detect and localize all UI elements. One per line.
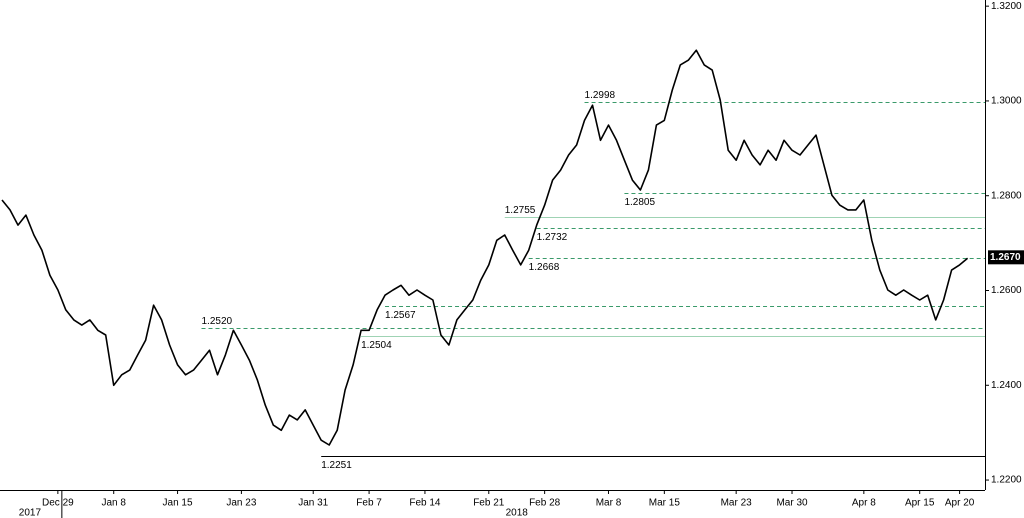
x-tick-label: Feb 7 [356, 498, 382, 509]
y-tick-label: 1.3000 [991, 96, 1022, 107]
level-label: 1.2251 [321, 460, 352, 471]
y-tick-label: 1.2400 [991, 380, 1022, 391]
level-label: 1.2732 [537, 232, 568, 243]
x-group-label: 2017 [19, 508, 42, 518]
level-label: 1.2504 [361, 340, 392, 351]
y-tick-label: 1.2600 [991, 285, 1022, 296]
level-label: 1.2998 [585, 90, 616, 101]
y-tick-label: 1.3200 [991, 1, 1022, 12]
x-tick-label: Mar 15 [649, 498, 681, 509]
x-tick-label: Mar 23 [721, 498, 753, 509]
x-tick-label: Feb 14 [409, 498, 441, 509]
level-label: 1.2668 [529, 262, 560, 273]
x-tick-label: Feb 21 [473, 498, 505, 509]
x-group-label: 2018 [506, 508, 529, 518]
last-price-label: 1.2670 [990, 252, 1021, 263]
last-price-box [988, 250, 1024, 265]
level-label: 1.2520 [202, 316, 233, 327]
x-tick-label: Feb 28 [529, 498, 561, 509]
x-tick-label: Apr 8 [852, 498, 876, 509]
x-tick-label: Jan 31 [298, 498, 328, 509]
x-tick-label: Mar 30 [776, 498, 808, 509]
level-label: 1.2567 [385, 310, 416, 321]
x-tick-label: Jan 15 [163, 498, 193, 509]
level-label: 1.2805 [624, 197, 655, 208]
x-tick-label: Apr 20 [945, 498, 975, 509]
level-label: 1.2755 [505, 205, 536, 216]
y-tick-label: 1.2200 [991, 475, 1022, 486]
x-tick-label: Jan 8 [101, 498, 126, 509]
x-tick-label: Mar 8 [596, 498, 622, 509]
x-tick-label: Apr 15 [905, 498, 935, 509]
x-tick-label: Dec 29 [42, 498, 74, 509]
x-tick-label: Jan 23 [226, 498, 256, 509]
y-tick-label: 1.2800 [991, 190, 1022, 201]
price-line [1, 49, 969, 446]
